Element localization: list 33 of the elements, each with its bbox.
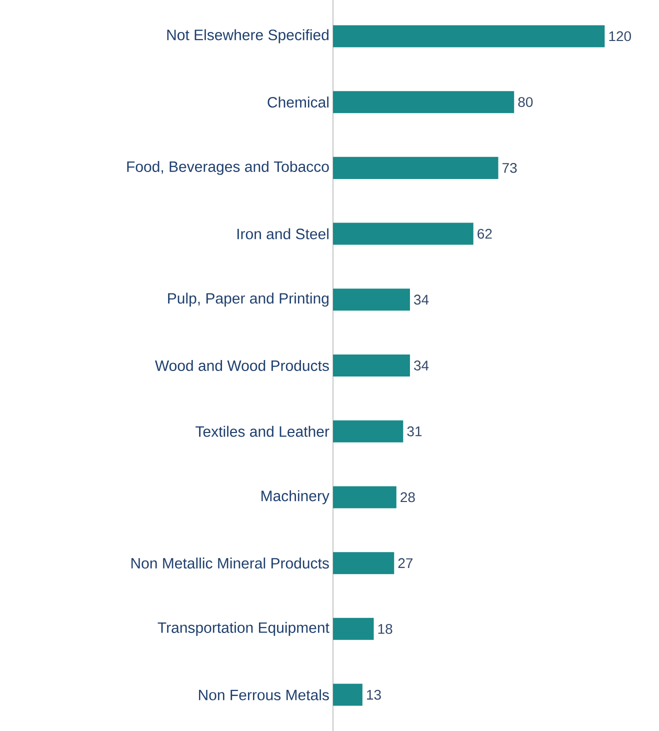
data-label: 80: [518, 97, 533, 108]
y-tick-label: Iron and Steel: [237, 228, 328, 240]
data-label: 13: [367, 690, 381, 700]
data-label: 34: [414, 360, 429, 370]
y-tick-label: Non Metallic Mineral Products: [131, 558, 329, 569]
y-tick-label: Transportation Equipment: [158, 622, 330, 636]
data-label: 73: [502, 162, 517, 173]
y-tick-label: Textiles and Leather: [196, 426, 330, 437]
data-label: 18: [378, 624, 392, 634]
bar: [332, 552, 394, 574]
bar: [332, 25, 605, 48]
y-tick-label: Wood and Wood Products: [154, 360, 329, 372]
bar: [332, 618, 374, 640]
data-label: 34: [414, 294, 429, 305]
y-tick-label: Chemical: [268, 96, 328, 108]
bar: [332, 156, 498, 179]
bar: [332, 684, 362, 706]
data-label: 120: [609, 31, 631, 42]
bar: [332, 354, 410, 377]
y-tick-label: Food, Beverages and Tobacco: [127, 160, 329, 175]
bar: [332, 486, 396, 508]
bar: [332, 222, 474, 245]
bar: [332, 420, 404, 442]
data-label: 28: [400, 492, 415, 502]
y-tick-label: Non Ferrous Metals: [199, 689, 329, 700]
y-tick-label: Not Elsewhere Specified: [167, 29, 328, 44]
y-tick-label: Machinery: [262, 490, 330, 504]
data-label: 62: [478, 228, 492, 239]
bar: [332, 91, 514, 114]
data-label: 31: [407, 426, 422, 436]
bar: [332, 288, 410, 311]
data-label: 27: [398, 558, 413, 568]
y-tick-label: Pulp, Paper and Printing: [168, 292, 328, 307]
